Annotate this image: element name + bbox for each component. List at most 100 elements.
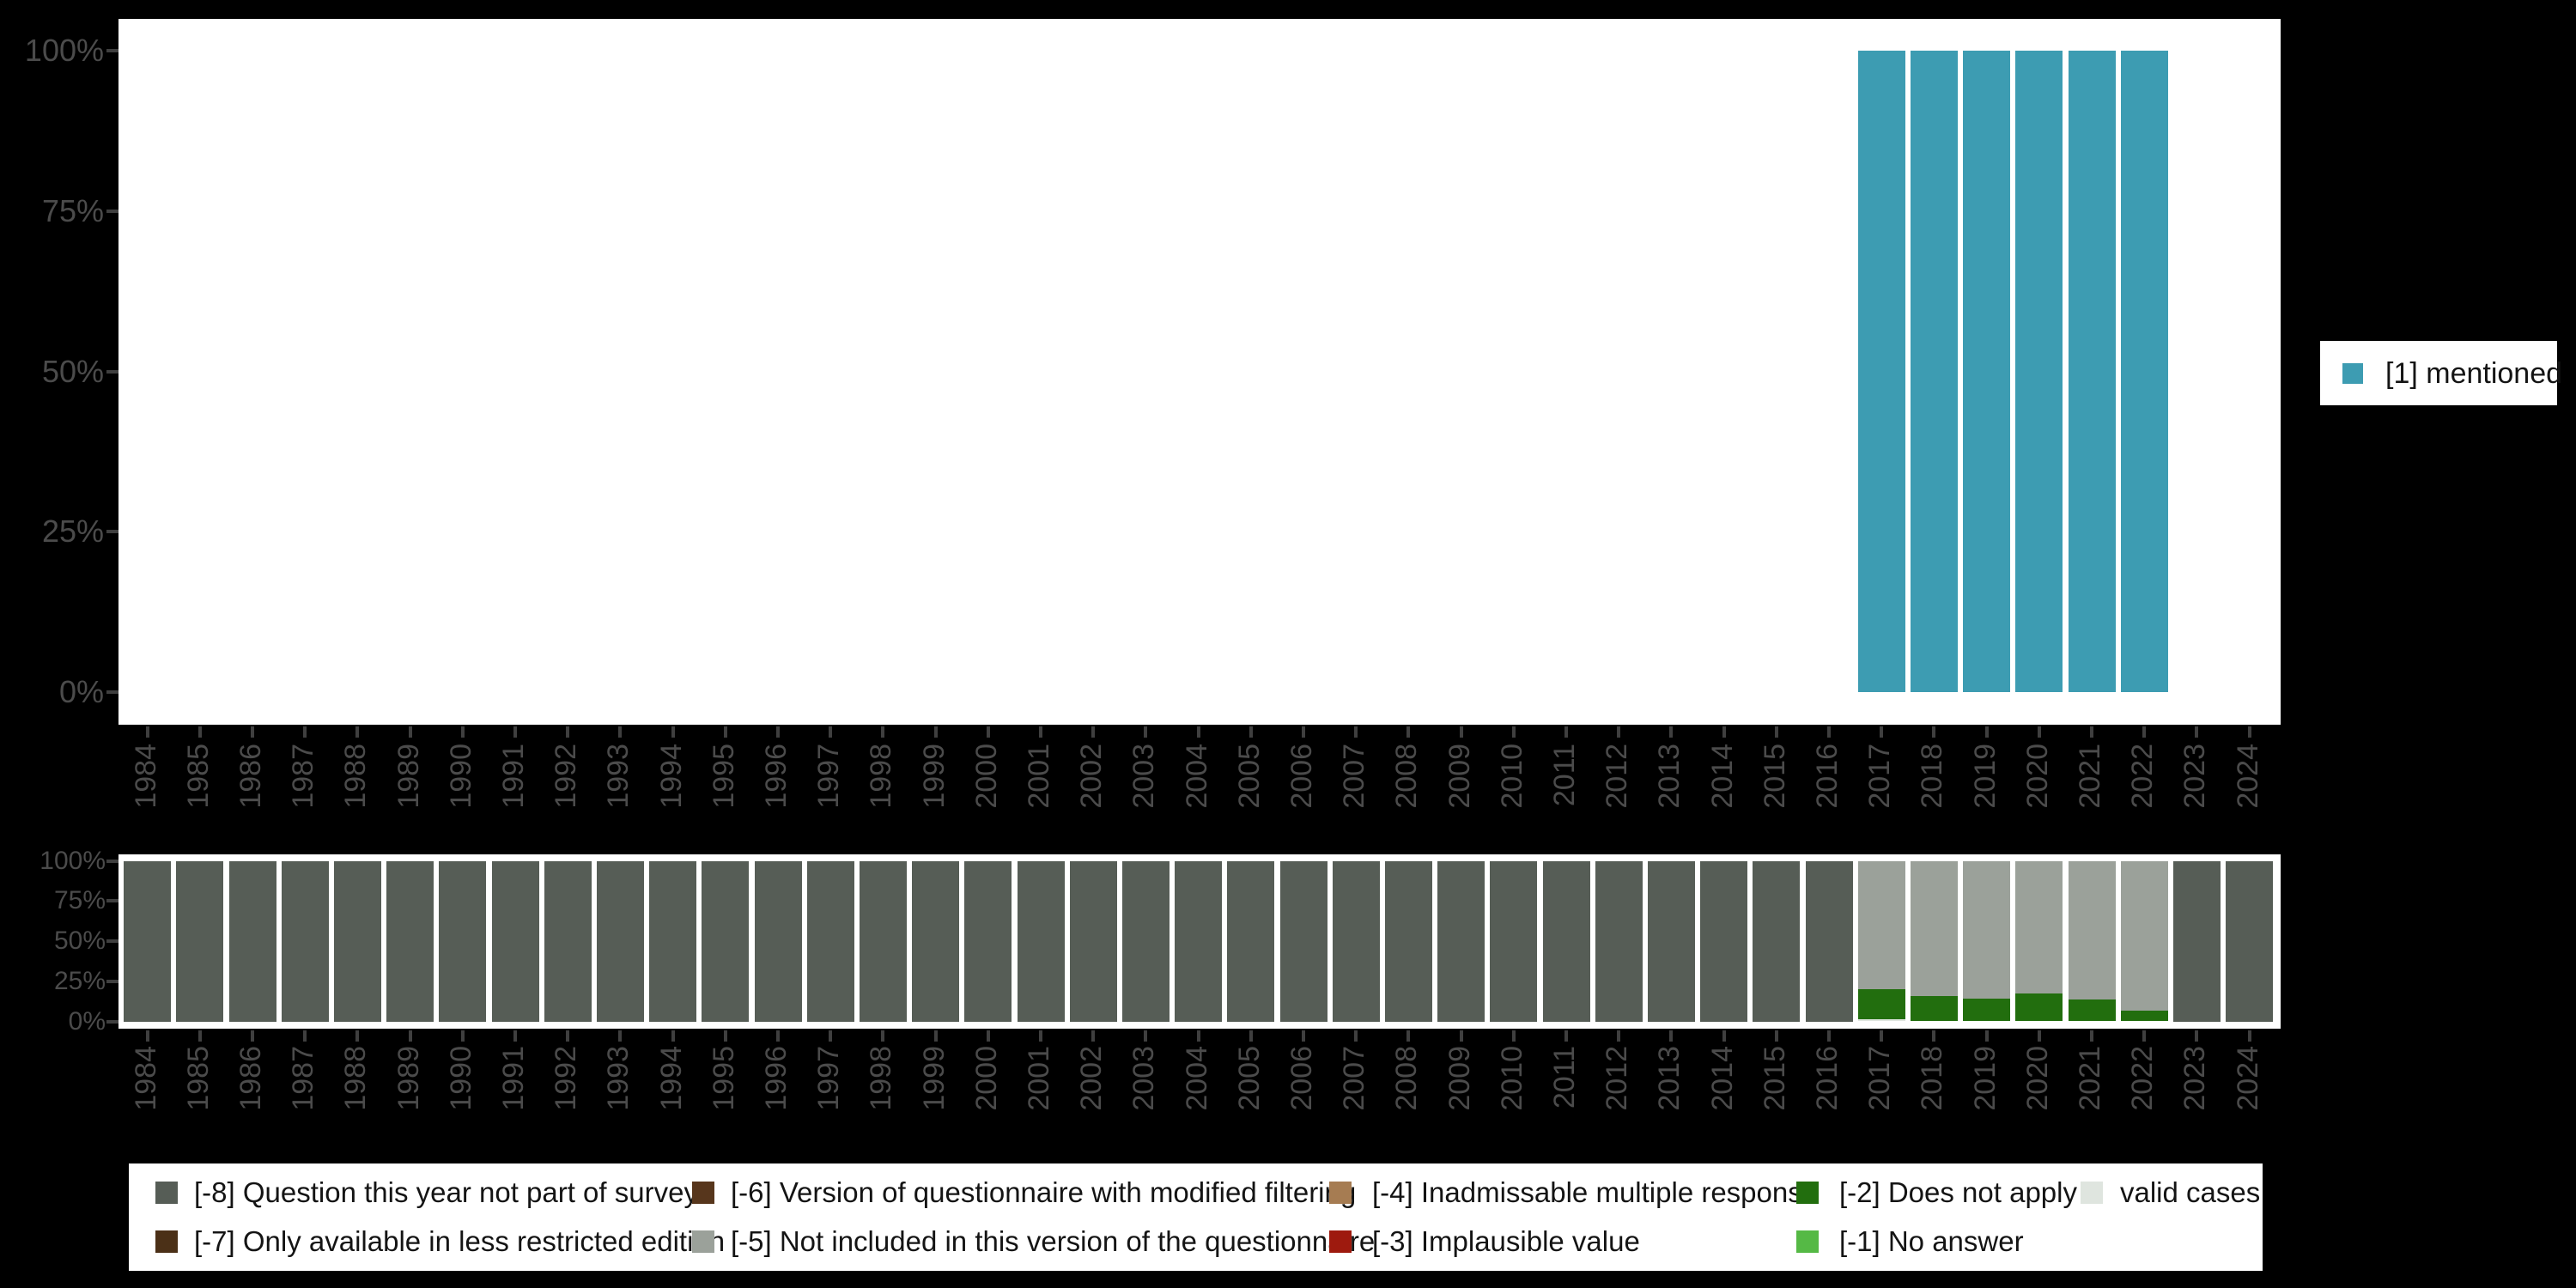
x-axis-label-1993: 1993 xyxy=(602,1046,635,1111)
y-axis-label: 50% xyxy=(41,353,104,389)
x-axis-label-1984: 1984 xyxy=(129,1046,162,1111)
bottom-bar-1992-segment-m8 xyxy=(544,860,592,1022)
y-axis-tick xyxy=(106,369,118,374)
x-axis-tick xyxy=(1302,726,1305,738)
x-axis-label-1986: 1986 xyxy=(234,1046,267,1111)
x-axis-tick xyxy=(408,726,412,738)
legend-label-m6: [-6] Version of questionnaire with modif… xyxy=(731,1176,1357,1208)
x-axis-tick xyxy=(1564,1030,1568,1042)
y-axis-tick xyxy=(106,690,118,694)
x-axis-tick xyxy=(566,1030,570,1042)
x-axis-tick xyxy=(723,726,727,738)
x-axis-label-2002: 2002 xyxy=(1075,1046,1109,1111)
missing-codes-legend: [-8] Question this year not part of surv… xyxy=(129,1163,2263,1271)
x-axis-tick xyxy=(829,726,833,738)
x-axis-tick xyxy=(145,726,149,738)
x-axis-label-2018: 2018 xyxy=(1916,1046,1949,1111)
x-axis-tick xyxy=(1354,726,1358,738)
x-axis-tick xyxy=(1459,1030,1463,1042)
top-bar-2019 xyxy=(1963,51,2011,692)
bottom-bar-1994-segment-m8 xyxy=(649,860,697,1022)
x-axis-label-1985: 1985 xyxy=(181,1046,215,1111)
x-axis-label-2008: 2008 xyxy=(1390,744,1424,809)
x-axis-label-2006: 2006 xyxy=(1285,1046,1318,1111)
top-chart-legend: [1] mentioned xyxy=(2320,341,2562,405)
x-axis-tick xyxy=(355,1030,360,1042)
x-axis-tick xyxy=(2090,726,2093,738)
x-axis-label-2010: 2010 xyxy=(1495,744,1528,809)
x-axis-label-2017: 2017 xyxy=(1863,1046,1897,1111)
x-axis-tick xyxy=(2195,726,2199,738)
x-axis-tick xyxy=(513,1030,517,1042)
bottom-bar-1984-segment-m8 xyxy=(124,860,172,1022)
x-axis-tick xyxy=(1039,726,1042,738)
legend-label-mentioned: [1] mentioned xyxy=(2385,357,2563,390)
x-axis-label-1989: 1989 xyxy=(392,744,425,809)
bottom-bar-2000-segment-m8 xyxy=(964,860,1012,1022)
x-axis-label-2002: 2002 xyxy=(1075,744,1109,809)
bottom-bar-1987-segment-m8 xyxy=(281,860,329,1022)
x-axis-label-2021: 2021 xyxy=(2074,744,2106,809)
bottom-bar-2005-segment-m8 xyxy=(1227,860,1275,1022)
y-axis-label: 0% xyxy=(68,1006,106,1036)
bottom-bar-2017-segment-m2 xyxy=(1857,989,1905,1019)
x-axis-label-2014: 2014 xyxy=(1705,1046,1739,1111)
x-axis-label-2001: 2001 xyxy=(1023,744,1055,809)
x-axis-tick xyxy=(513,726,517,738)
x-axis-label-2012: 2012 xyxy=(1601,744,1634,809)
bottom-bar-2017-segment-m5 xyxy=(1857,860,1905,990)
bottom-bar-2012-segment-m8 xyxy=(1595,860,1643,1022)
legend-swatch-m2 xyxy=(1796,1182,1819,1204)
x-axis-label-2000: 2000 xyxy=(969,1046,1003,1111)
bottom-bar-2022-segment-m2 xyxy=(2120,1011,2168,1022)
bottom-bar-2020-segment-m2 xyxy=(2015,993,2063,1022)
x-axis-tick xyxy=(1091,726,1096,738)
legend-swatch-m4 xyxy=(1329,1182,1352,1204)
x-axis-label-2018: 2018 xyxy=(1916,744,1949,809)
bottom-bar-2002-segment-m8 xyxy=(1069,860,1117,1022)
x-axis-tick xyxy=(1196,1030,1200,1042)
x-axis-tick xyxy=(2247,1030,2251,1042)
x-axis-label-1990: 1990 xyxy=(444,744,477,809)
bottom-bar-2018-segment-m2 xyxy=(1910,995,1958,1022)
x-axis-label-1987: 1987 xyxy=(287,744,320,809)
x-axis-tick xyxy=(1039,1030,1042,1042)
bottom-bar-2019-segment-m5 xyxy=(1963,860,2011,999)
x-axis-tick xyxy=(933,1030,938,1042)
bottom-bar-2018-segment-m5 xyxy=(1910,860,1958,996)
x-axis-label-2005: 2005 xyxy=(1232,1046,1266,1111)
x-axis-tick xyxy=(145,1030,149,1042)
x-axis-tick xyxy=(2090,1030,2093,1042)
x-axis-tick xyxy=(1144,726,1148,738)
top-bar-2020 xyxy=(2015,51,2063,692)
legend-label-m2: [-2] Does not apply xyxy=(1839,1176,2077,1208)
x-axis-label-2003: 2003 xyxy=(1127,744,1161,809)
top-bar-2017 xyxy=(1857,51,1905,692)
bottom-bar-2001-segment-m8 xyxy=(1017,860,1065,1022)
top-bar-2018 xyxy=(1910,51,1958,692)
x-axis-tick xyxy=(251,726,254,738)
bottom-bar-1997-segment-m8 xyxy=(806,860,854,1022)
x-axis-label-1997: 1997 xyxy=(812,1046,846,1111)
bottom-bar-2007-segment-m8 xyxy=(1332,860,1380,1022)
x-axis-tick xyxy=(776,1030,780,1042)
bottom-bar-1998-segment-m8 xyxy=(859,860,907,1022)
y-axis-tick xyxy=(106,899,118,903)
bottom-bar-2023-segment-m8 xyxy=(2172,860,2221,1022)
x-axis-label-1992: 1992 xyxy=(550,744,583,809)
x-axis-label-2004: 2004 xyxy=(1180,744,1213,809)
x-axis-tick xyxy=(1880,1030,1884,1042)
x-axis-tick xyxy=(2247,726,2251,738)
x-axis-label-2008: 2008 xyxy=(1390,1046,1424,1111)
x-axis-tick xyxy=(1617,726,1621,738)
x-axis-label-1984: 1984 xyxy=(129,744,162,809)
y-axis-label: 0% xyxy=(58,674,104,709)
x-axis-label-2020: 2020 xyxy=(2020,1046,2054,1111)
legend-label-m1: [-1] No answer xyxy=(1839,1225,2024,1257)
bottom-bar-1999-segment-m8 xyxy=(912,860,960,1022)
x-axis-label-1994: 1994 xyxy=(654,744,688,809)
x-axis-tick xyxy=(881,1030,885,1042)
x-axis-tick xyxy=(618,1030,623,1042)
legend-swatch-mentioned xyxy=(2342,363,2363,384)
x-axis-label-1991: 1991 xyxy=(497,1046,530,1111)
